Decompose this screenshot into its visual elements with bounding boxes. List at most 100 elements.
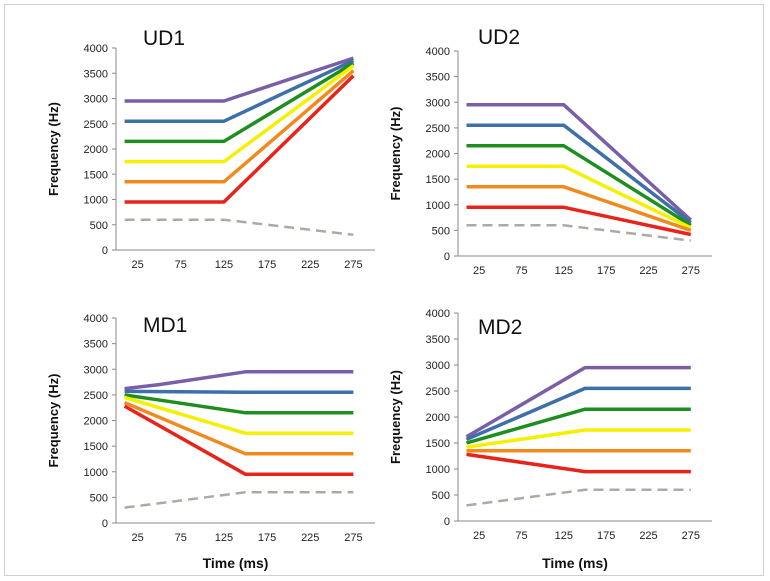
y-tick-label: 1500 <box>426 438 450 450</box>
x-tick-label: 275 <box>344 532 362 544</box>
x-tick-label: 25 <box>473 265 485 277</box>
x-tick-label: 225 <box>639 530 657 542</box>
series-line-orange <box>466 185 692 233</box>
y-tick-label: 4000 <box>426 308 450 320</box>
x-tick-label: 275 <box>682 265 700 277</box>
series-line-dashed <box>124 491 354 509</box>
y-tick-label: 0 <box>444 516 450 528</box>
chart-panel-ud1: 0 500 1000 1500 2000 2500 3000 3500 4000 25 75 125 1… <box>46 27 375 271</box>
y-axis-label: Frequency (Hz) <box>388 107 403 201</box>
y-tick-label: 0 <box>102 245 108 257</box>
panel-title: UD1 <box>143 27 185 50</box>
y-tick-label: 2000 <box>426 149 450 161</box>
x-tick-label: 125 <box>215 259 233 271</box>
chart-panel-ud2: 0 500 1000 1500 2000 2500 3000 3500 4000 25 75 125 1… <box>388 26 712 277</box>
y-tick-label: 4000 <box>84 313 108 325</box>
series-line-orange <box>124 69 355 184</box>
y-tick-label: 3000 <box>84 94 108 106</box>
x-tick-label: 125 <box>555 530 573 542</box>
y-tick-label: 4000 <box>426 46 450 58</box>
y-tick-label: 1000 <box>426 464 450 476</box>
series-line-green <box>466 407 691 445</box>
series-line-purple <box>124 56 354 103</box>
figure-frame <box>4 4 764 576</box>
x-tick-label: 175 <box>258 532 276 544</box>
y-tick-label: 1000 <box>426 200 450 212</box>
x-tick-label: 25 <box>131 259 143 271</box>
series-line-yellow <box>466 164 692 230</box>
y-axis-label: Frequency (Hz) <box>46 374 61 468</box>
series-line-red <box>123 404 354 477</box>
x-tick-label: 75 <box>515 530 527 542</box>
y-tick-label: 3500 <box>84 68 108 80</box>
y-tick-label: 500 <box>90 220 108 232</box>
y-tick-label: 2000 <box>426 412 450 424</box>
y-tick-label: 3500 <box>426 72 450 84</box>
y-tick-label: 3000 <box>426 97 450 109</box>
x-tick-label: 225 <box>639 265 657 277</box>
series-line-green <box>466 144 692 227</box>
series-line-purple <box>124 370 354 391</box>
y-tick-label: 2000 <box>84 416 108 428</box>
y-tick-label: 500 <box>432 225 450 237</box>
y-tick-label: 2500 <box>84 390 108 402</box>
x-tick-label: 25 <box>131 532 143 544</box>
y-tick-label: 2500 <box>84 119 108 131</box>
series-line-dashed <box>466 224 691 242</box>
series-line-red <box>466 205 692 237</box>
series-line-red <box>466 452 691 474</box>
series-line-yellow <box>124 64 355 164</box>
y-tick-label: 1500 <box>426 174 450 186</box>
y-tick-label: 3500 <box>84 339 108 351</box>
y-tick-label: 3000 <box>84 364 108 376</box>
x-tick-label: 275 <box>344 259 362 271</box>
series-line-green <box>124 393 354 415</box>
series-line-green <box>124 61 355 144</box>
x-tick-label: 75 <box>515 265 527 277</box>
y-tick-label: 0 <box>444 251 450 263</box>
x-tick-label: 125 <box>215 532 233 544</box>
y-tick-label: 1500 <box>84 169 108 181</box>
x-tick-label: 225 <box>301 532 319 544</box>
x-tick-label: 175 <box>597 265 615 277</box>
series-line-yellow <box>466 428 691 449</box>
x-axis-label: Time (ms) <box>203 555 269 571</box>
series-line-dashed <box>124 218 354 237</box>
series-line-purple <box>466 103 692 222</box>
y-tick-label: 0 <box>102 518 108 530</box>
panel-title: MD1 <box>143 314 187 337</box>
series-line-blue <box>465 386 691 442</box>
x-tick-label: 125 <box>555 265 573 277</box>
y-tick-label: 1000 <box>84 467 108 479</box>
x-tick-label: 175 <box>597 530 615 542</box>
y-axis-label: Frequency (Hz) <box>388 370 403 464</box>
y-tick-label: 500 <box>432 490 450 502</box>
x-tick-label: 275 <box>682 530 700 542</box>
y-tick-label: 2500 <box>426 123 450 135</box>
series-line-dashed <box>466 488 691 507</box>
y-tick-label: 3500 <box>426 334 450 346</box>
y-tick-label: 1000 <box>84 195 108 207</box>
series-line-purple <box>465 365 691 439</box>
x-tick-label: 225 <box>301 259 319 271</box>
y-tick-label: 4000 <box>84 43 108 55</box>
series-line-blue <box>124 389 354 395</box>
series-line-red <box>124 74 355 204</box>
chart-panel-md1: 0 500 1000 1500 2000 2500 3000 3500 4000 25 75 125 1… <box>46 313 375 571</box>
x-axis-label: Time (ms) <box>542 555 608 571</box>
x-tick-label: 75 <box>175 532 187 544</box>
panel-title: MD2 <box>478 316 522 339</box>
panel-title: UD2 <box>478 26 520 49</box>
series-line-orange <box>123 400 354 456</box>
series-line-yellow <box>124 395 354 436</box>
series-line-blue <box>124 59 355 123</box>
y-axis-label: Frequency (Hz) <box>46 102 61 196</box>
y-tick-label: 500 <box>90 492 108 504</box>
y-tick-label: 1500 <box>84 441 108 453</box>
x-tick-label: 175 <box>258 259 276 271</box>
y-tick-label: 2000 <box>84 144 108 156</box>
series-line-blue <box>466 123 692 225</box>
x-tick-label: 25 <box>473 530 485 542</box>
y-tick-label: 3000 <box>426 360 450 372</box>
